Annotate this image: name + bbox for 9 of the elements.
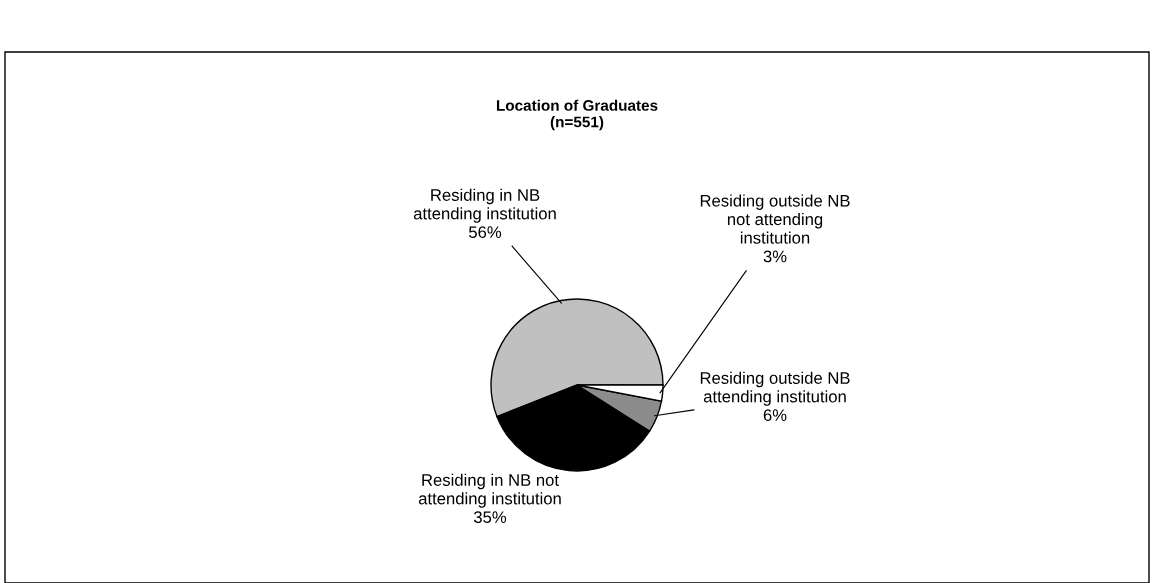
slice-label: Residing outside NB not attending institution xyxy=(700,194,850,244)
data-label: 3% xyxy=(763,250,787,263)
data-label: 35% xyxy=(473,511,507,524)
data-label: 56% xyxy=(468,226,502,239)
chart-title: Location of Graduates (n=551) xyxy=(496,99,658,131)
slice-label: Residing outside NB attending institution xyxy=(700,371,850,406)
slice-label: Residing in NB not attending institution xyxy=(418,473,561,508)
slice-label: Residing in NB attending institution xyxy=(413,188,556,223)
data-label: 6% xyxy=(763,409,787,422)
